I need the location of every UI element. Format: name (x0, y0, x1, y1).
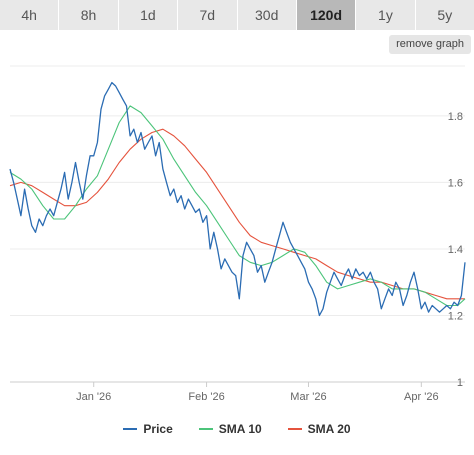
legend-label-sma20: SMA 20 (307, 422, 351, 436)
price-line (9, 81, 466, 317)
y-tick-label: 1 (457, 377, 463, 389)
legend-label-price: Price (143, 422, 173, 436)
remove-graph-button[interactable]: remove graph (389, 35, 471, 54)
chart-legend: Price SMA 10 SMA 20 (0, 421, 474, 437)
x-tick-label: Jan '26 (76, 391, 111, 403)
sma10-line (9, 105, 466, 307)
tab-4h[interactable]: 4h (0, 0, 60, 30)
legend-label-sma10: SMA 10 (218, 422, 262, 436)
legend-item-sma20[interactable]: SMA 20 (287, 421, 351, 437)
y-tick-label: 1.2 (448, 310, 463, 322)
x-tick-label: Mar '26 (290, 391, 326, 403)
legend-swatch-sma10 (198, 428, 213, 430)
price-chart: 1 1.2 1.4 1.6 1.8 Jan '26 Feb '26 Mar '26 Apr '2… (9, 65, 466, 403)
legend-item-sma10[interactable]: SMA 10 (198, 421, 262, 437)
tab-1y[interactable]: 1y (356, 0, 416, 30)
tab-5y[interactable]: 5y (415, 0, 474, 30)
legend-swatch-price (123, 428, 138, 430)
sma20-line (9, 128, 465, 300)
timeframe-tabs: 4h 8h 1d 7d 30d 120d 1y 5y (0, 0, 474, 30)
tab-30d[interactable]: 30d (237, 0, 297, 30)
legend-item-price[interactable]: Price (123, 421, 173, 437)
y-tick-label: 1.8 (448, 111, 463, 123)
x-tick-label: Apr '26 (404, 391, 439, 403)
x-tick-label: Feb '26 (188, 391, 224, 403)
tab-1d[interactable]: 1d (118, 0, 179, 30)
tab-7d[interactable]: 7d (178, 0, 238, 30)
y-tick-label: 1.6 (448, 177, 463, 189)
tab-120d[interactable]: 120d (296, 0, 357, 30)
legend-swatch-sma20 (287, 428, 302, 430)
y-tick-label: 1.4 (448, 244, 463, 256)
tab-8h[interactable]: 8h (59, 0, 119, 30)
